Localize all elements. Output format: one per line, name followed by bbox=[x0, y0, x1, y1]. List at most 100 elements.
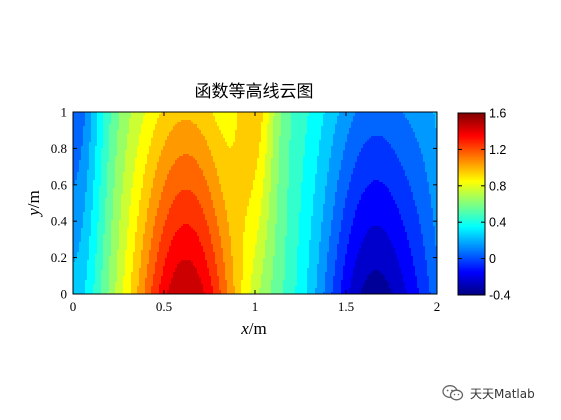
contour-cell bbox=[405, 162, 408, 165]
contour-cell bbox=[247, 134, 250, 137]
contour-cell bbox=[133, 142, 136, 145]
contour-cell bbox=[413, 136, 416, 139]
contour-cell bbox=[73, 130, 76, 133]
contour-cell bbox=[339, 122, 342, 125]
contour-cell bbox=[305, 130, 308, 133]
contour-cell bbox=[431, 144, 434, 147]
contour-cell bbox=[389, 116, 392, 119]
contour-cell bbox=[287, 132, 290, 135]
contour-cell bbox=[169, 118, 172, 121]
contour-cell bbox=[81, 118, 84, 121]
contour-cell bbox=[379, 148, 382, 151]
contour-cell bbox=[155, 156, 158, 159]
contour-cell bbox=[329, 152, 332, 155]
contour-cell bbox=[353, 114, 356, 117]
contour-cell bbox=[145, 146, 148, 149]
contour-cell bbox=[313, 130, 316, 133]
contour-cell bbox=[335, 148, 338, 151]
contour-cell bbox=[311, 150, 314, 153]
contour-cell bbox=[205, 138, 208, 141]
contour-cell bbox=[199, 144, 202, 147]
contour-cell bbox=[261, 140, 264, 143]
contour-cell bbox=[137, 156, 140, 159]
contour-cell bbox=[327, 158, 330, 161]
contour-cell bbox=[427, 136, 430, 139]
contour-cell bbox=[221, 126, 224, 129]
contour-cell bbox=[111, 128, 114, 131]
contour-cell bbox=[227, 142, 230, 145]
contour-cell bbox=[135, 164, 138, 167]
contour-cell bbox=[413, 152, 416, 155]
contour-cell bbox=[155, 136, 158, 139]
contour-cell bbox=[327, 134, 330, 137]
contour-cell bbox=[301, 164, 304, 167]
contour-cell bbox=[133, 158, 136, 161]
contour-cell bbox=[411, 146, 414, 149]
contour-cell bbox=[99, 158, 102, 161]
contour-cell bbox=[305, 138, 308, 141]
contour-cell bbox=[319, 156, 322, 159]
contour-cell bbox=[347, 146, 350, 149]
contour-cell bbox=[429, 116, 432, 119]
contour-cell bbox=[435, 136, 438, 139]
contour-cell bbox=[179, 130, 182, 133]
contour-cell bbox=[181, 154, 184, 157]
contour-cell bbox=[253, 118, 256, 121]
contour-cell bbox=[99, 154, 102, 157]
contour-cell bbox=[293, 116, 296, 119]
contour-cell bbox=[433, 124, 436, 127]
contour-cell bbox=[229, 144, 232, 147]
contour-cell bbox=[133, 136, 136, 139]
contour-cell bbox=[377, 114, 380, 117]
contour-cell bbox=[315, 152, 318, 155]
contour-cell bbox=[251, 156, 254, 159]
contour-cell bbox=[397, 144, 400, 147]
contour-cell bbox=[241, 126, 244, 129]
contour-cell bbox=[295, 164, 298, 167]
contour-cell bbox=[95, 112, 98, 115]
contour-cell bbox=[281, 120, 284, 123]
contour-cell bbox=[135, 112, 138, 115]
contour-cell bbox=[137, 164, 140, 167]
contour-cell bbox=[411, 130, 414, 133]
contour-cell bbox=[411, 152, 414, 155]
contour-cell bbox=[385, 118, 388, 121]
contour-cell bbox=[367, 126, 370, 129]
contour-cell bbox=[431, 158, 434, 161]
contour-cell bbox=[397, 114, 400, 117]
contour-cell bbox=[435, 144, 438, 147]
contour-cell bbox=[93, 146, 96, 149]
contour-cell bbox=[393, 150, 396, 153]
contour-cell bbox=[147, 122, 150, 125]
contour-cell bbox=[115, 136, 118, 139]
contour-cell bbox=[357, 164, 360, 167]
contour-cell bbox=[109, 138, 112, 141]
contour-cell bbox=[431, 122, 434, 125]
contour-cell bbox=[265, 138, 268, 141]
contour-cell bbox=[207, 156, 210, 159]
contour-cell bbox=[415, 138, 418, 141]
contour-cell bbox=[213, 120, 216, 123]
contour-cell bbox=[269, 140, 272, 143]
contour-cell bbox=[345, 116, 348, 119]
contour-cell bbox=[197, 136, 200, 139]
contour-cell bbox=[271, 152, 274, 155]
contour-cell bbox=[371, 156, 374, 159]
contour-cell bbox=[179, 148, 182, 151]
contour-cell bbox=[187, 128, 190, 131]
contour-cell bbox=[75, 160, 78, 163]
contour-cell bbox=[353, 128, 356, 131]
contour-cell bbox=[419, 114, 422, 117]
contour-cell bbox=[127, 158, 130, 161]
contour-cell bbox=[225, 158, 228, 161]
contour-cell bbox=[121, 126, 124, 129]
contour-cell bbox=[181, 146, 184, 149]
contour-cell bbox=[255, 116, 258, 119]
contour-cell bbox=[325, 162, 328, 165]
contour-cell bbox=[267, 164, 270, 167]
contour-cell bbox=[409, 126, 412, 129]
contour-cell bbox=[407, 118, 410, 121]
contour-cell bbox=[187, 166, 190, 169]
contour-cell bbox=[85, 116, 88, 119]
contour-cell bbox=[153, 138, 156, 141]
